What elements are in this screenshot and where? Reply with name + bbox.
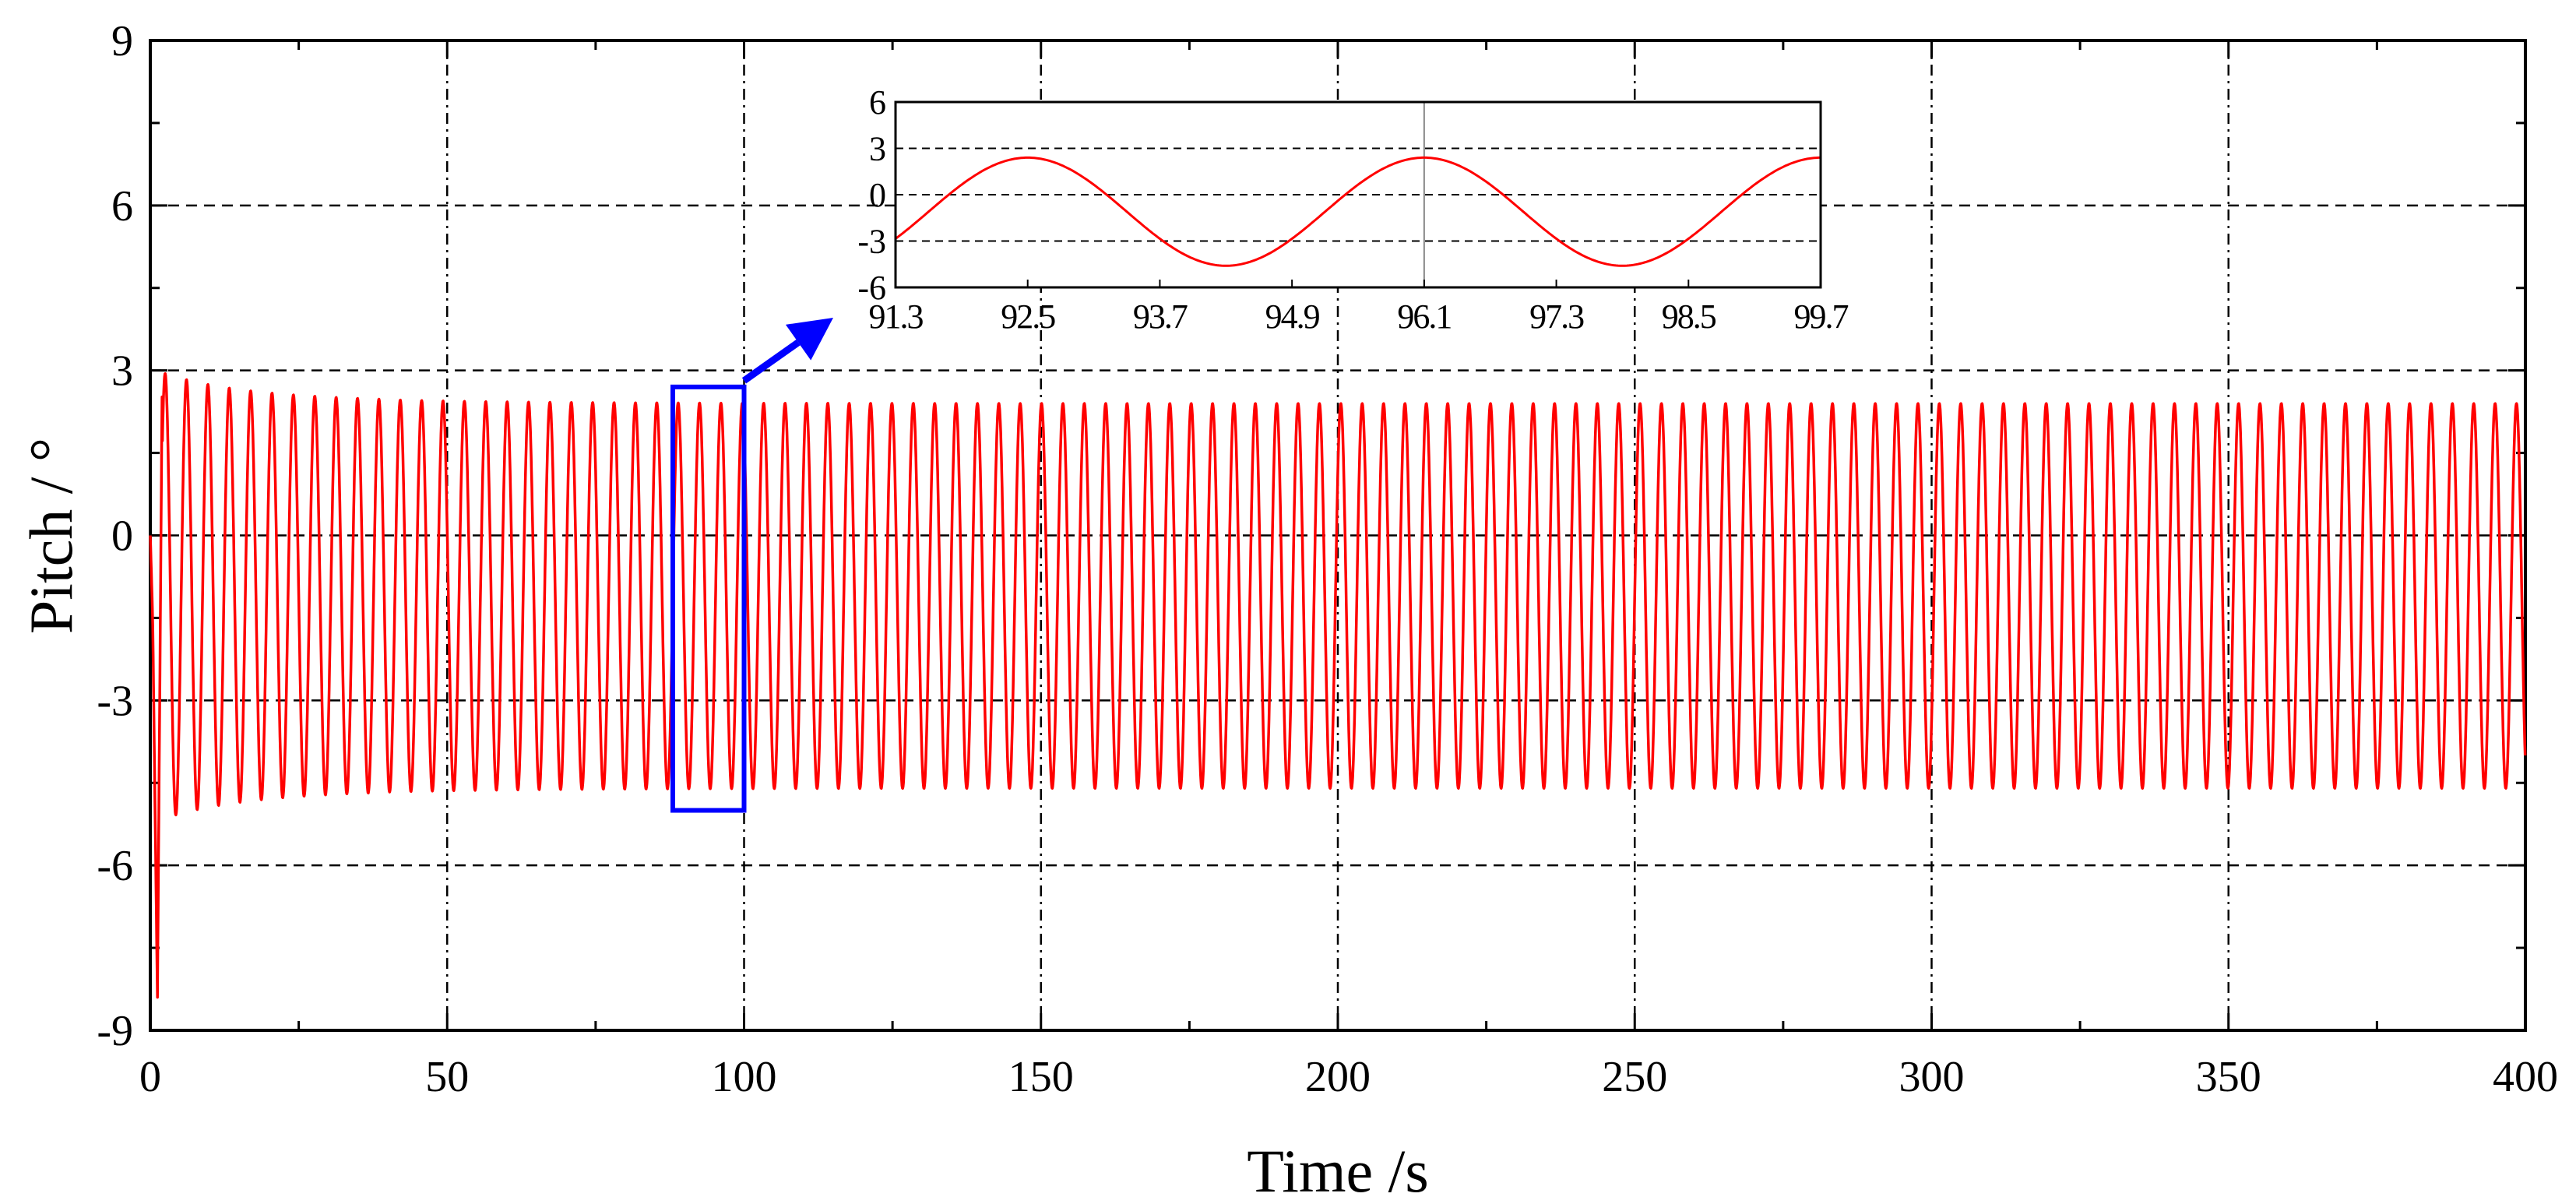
y-tick-label: 3 — [111, 347, 133, 396]
y-tick-label: 6 — [111, 182, 133, 231]
inset-y-tick-label: -3 — [857, 223, 886, 261]
inset-y-tick-label: 6 — [869, 83, 886, 121]
inset-x-tick-labels: 91.3 92.5 93.7 94.9 96.1 97.3 98.5 99.7 — [869, 297, 1850, 336]
x-tick-label: 250 — [1602, 1053, 1667, 1101]
y-tick-label: 0 — [111, 512, 133, 561]
y-tick-label: 9 — [111, 17, 133, 65]
y-tick-label: -9 — [97, 1007, 133, 1055]
inset-grid — [896, 102, 1821, 287]
inset-y-tick-labels: -6 -3 0 3 6 — [857, 83, 886, 307]
inset-x-tick-label: 91.3 — [869, 297, 924, 336]
inset-plot: 91.3 92.5 93.7 94.9 96.1 97.3 98.5 99.7 -6 -3 0 3 6 — [857, 83, 1850, 336]
inset-y-tick-label: 0 — [869, 176, 886, 214]
zoom-highlight-box — [670, 384, 747, 813]
x-tick-label: 350 — [2196, 1053, 2261, 1101]
inset-pitch-series-line — [895, 156, 1821, 267]
inset-x-tick-label: 98.5 — [1662, 297, 1716, 336]
x-tick-label: 400 — [2493, 1053, 2558, 1101]
zoom-arrow — [741, 318, 833, 384]
inset-x-tick-label: 92.5 — [1001, 297, 1055, 336]
inset-x-tick-label: 96.1 — [1397, 297, 1451, 336]
x-tick-label: 0 — [139, 1053, 161, 1101]
x-tick-label: 50 — [425, 1053, 469, 1101]
inset-x-tick-label: 99.7 — [1794, 297, 1849, 336]
main-x-tick-labels: 0 50 100 150 200 250 300 350 400 — [139, 1053, 2558, 1101]
x-tick-label: 150 — [1008, 1053, 1074, 1101]
inset-x-tick-label: 94.9 — [1265, 297, 1320, 336]
inset-y-tick-label: -6 — [857, 269, 886, 307]
x-axis-title: Time /s — [1247, 1137, 1428, 1204]
y-axis-title: Pitch / ° — [17, 438, 85, 634]
y-tick-label: -3 — [97, 677, 133, 725]
main-ticks — [149, 39, 2527, 1032]
zoom-arrow-head — [785, 318, 833, 361]
pitch-series-line — [149, 371, 2527, 999]
y-tick-label: -6 — [97, 842, 133, 890]
zoom-arrow-line — [741, 340, 801, 384]
main-y-tick-labels: -9 -6 -3 0 3 6 9 — [97, 17, 133, 1055]
x-tick-label: 300 — [1899, 1053, 1965, 1101]
x-tick-label: 200 — [1305, 1053, 1371, 1101]
inset-x-tick-label: 97.3 — [1529, 297, 1584, 336]
inset-plot-frame — [894, 100, 1822, 289]
inset-x-tick-label: 93.7 — [1133, 297, 1188, 336]
inset-y-tick-label: 3 — [869, 130, 886, 168]
main-plot: 0 50 100 150 200 250 300 350 400 -9 -6 -3 0 3 6 9 — [97, 17, 2558, 1101]
x-tick-label: 100 — [712, 1053, 777, 1101]
